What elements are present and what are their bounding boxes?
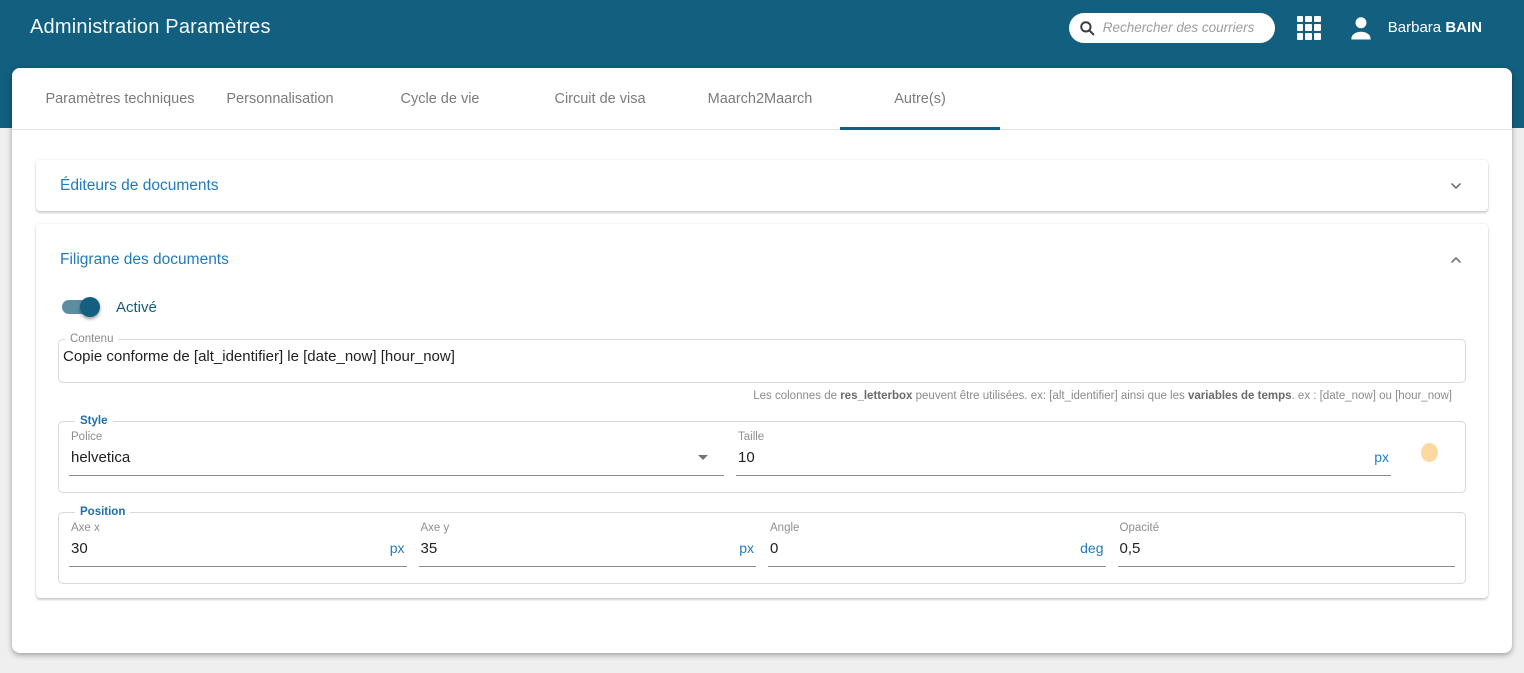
tab-autres[interactable]: Autre(s) [840, 68, 1000, 130]
header-toolbar: Administration Paramètres Barbara BAIN [0, 0, 1524, 55]
content-fieldset: Contenu Copie conforme de [alt_identifie… [58, 333, 1466, 383]
size-input[interactable]: Taille 10 px [736, 429, 1391, 476]
panel-editeurs-title: Éditeurs de documents [60, 176, 219, 194]
search-input[interactable] [1102, 20, 1282, 35]
style-legend: Style [80, 415, 108, 427]
angle-input[interactable]: Angle 0 deg [768, 520, 1106, 567]
axis-y-input[interactable]: Axe y 35 px [418, 520, 756, 567]
select-arrow-icon [698, 455, 708, 460]
user-name[interactable]: Barbara BAIN [1388, 19, 1482, 36]
apps-grid-icon[interactable] [1296, 15, 1321, 40]
parameters-tabbar: Paramètres techniques Personnalisation C… [12, 68, 1512, 130]
panel-filigrane-documents: Filigrane des documents Activé Contenu C… [36, 224, 1488, 598]
user-avatar-icon[interactable] [1346, 13, 1376, 43]
tab-maarch2maarch[interactable]: Maarch2Maarch [707, 90, 813, 107]
opacity-input[interactable]: Opacité 0,5 [1117, 520, 1455, 567]
axis-x-input[interactable]: Axe x 30 px [69, 520, 407, 567]
admin-parameters-card: Paramètres techniques Personnalisation C… [12, 68, 1512, 653]
panel-filigrane-header[interactable]: Filigrane des documents [36, 224, 1488, 296]
watermark-toggle-label: Activé [116, 298, 157, 316]
user-first-name: Barbara [1387, 19, 1442, 36]
accordion-panels: Éditeurs de documents Filigrane des docu… [12, 130, 1512, 598]
position-fieldset: Position Axe x 30 px Axe y 35 px Angle 0 [58, 506, 1466, 584]
chevron-down-icon[interactable] [1448, 178, 1464, 194]
tab-circuit-de-visa[interactable]: Circuit de visa [554, 90, 646, 107]
watermark-color-swatch[interactable] [1420, 443, 1438, 462]
position-legend: Position [80, 506, 126, 518]
search-icon [1078, 19, 1096, 37]
tab-parametres-techniques[interactable]: Paramètres techniques [45, 90, 195, 107]
panel-filigrane-title: Filigrane des documents [60, 251, 229, 268]
page-title: Administration Paramètres [30, 16, 271, 38]
font-select[interactable]: Police helvetica [69, 429, 724, 476]
tab-personnalisation[interactable]: Personnalisation [226, 90, 334, 107]
global-search[interactable] [1068, 12, 1282, 43]
content-input[interactable]: Copie conforme de [alt_identifier] le [d… [63, 348, 455, 365]
content-label: Contenu [70, 333, 114, 345]
panel-editeurs-documents: Éditeurs de documents [36, 160, 1488, 211]
content-helper-text: Les colonnes de res_letterbox peuvent êt… [753, 390, 1452, 402]
style-fieldset: Style Police helvetica Taille 10 px [58, 415, 1466, 493]
watermark-enabled-row: Activé [36, 291, 1488, 323]
chevron-up-icon[interactable] [1448, 252, 1464, 268]
watermark-toggle[interactable] [60, 297, 100, 317]
panel-editeurs-header[interactable]: Éditeurs de documents [36, 160, 1488, 211]
tab-cycle-de-vie[interactable]: Cycle de vie [400, 90, 480, 107]
user-last-name: BAIN [1445, 19, 1482, 36]
